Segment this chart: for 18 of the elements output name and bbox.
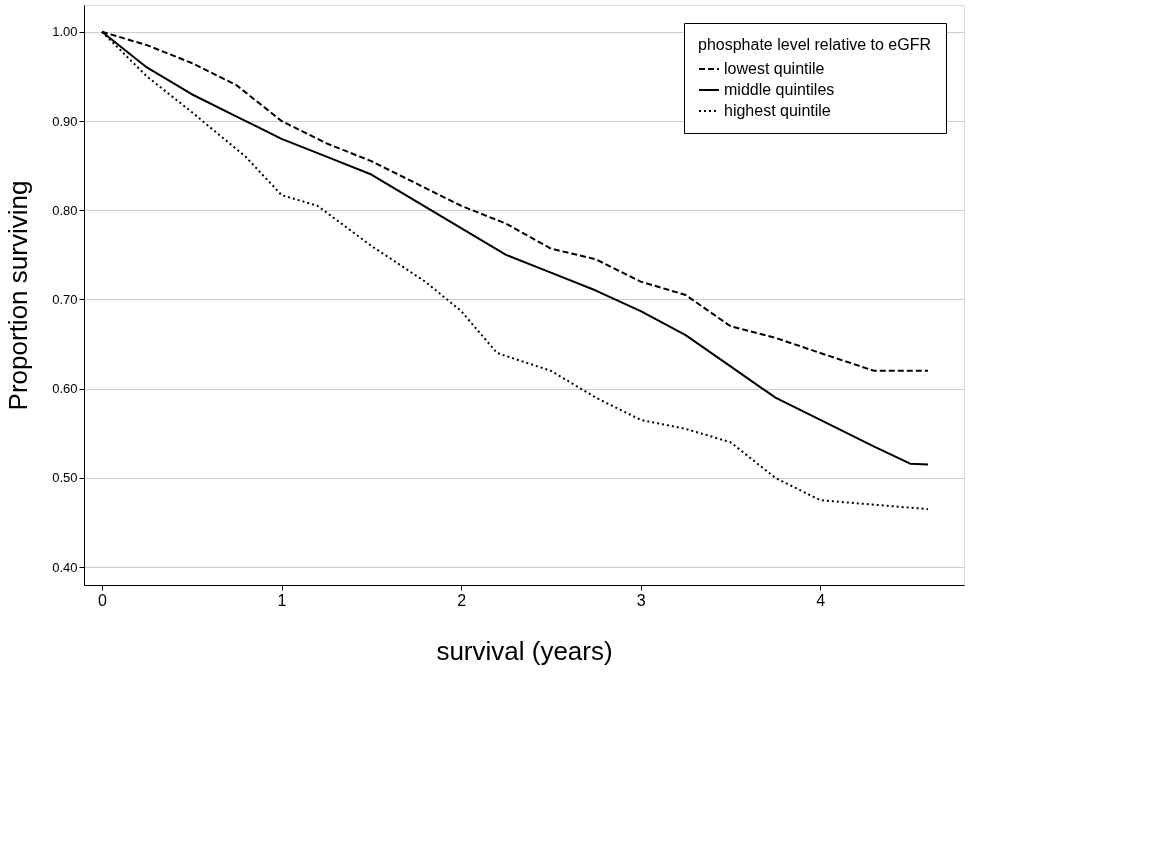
x-tick-label: 0	[98, 591, 108, 609]
x-tick-label: 4	[816, 591, 826, 609]
y-tick-label: 0.60	[52, 381, 78, 397]
legend-label: lowest quintile	[724, 60, 825, 77]
y-tick-label: 0.40	[52, 559, 78, 575]
y-axis-title: Proportion surviving	[3, 180, 34, 411]
legend-label: highest quintile	[724, 102, 831, 119]
legend-label: middle quintiles	[724, 81, 835, 98]
y-tick-label: 0.80	[52, 202, 78, 218]
y-tick-label: 0.50	[52, 470, 78, 486]
y-tick-label: 0.70	[52, 291, 78, 307]
x-tick-label: 2	[457, 591, 467, 609]
legend-title: phosphate level relative to eGFR	[698, 36, 932, 53]
x-axis-title: survival (years)	[436, 635, 613, 666]
y-tick-label: 0.90	[52, 113, 78, 129]
y-tick-label: 1.00	[52, 24, 78, 40]
x-tick-label: 3	[636, 591, 646, 609]
x-tick-label: 1	[277, 591, 287, 609]
